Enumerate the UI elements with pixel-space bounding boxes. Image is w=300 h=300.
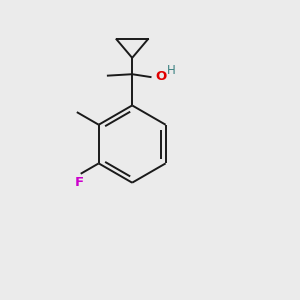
Text: O: O [155, 70, 166, 83]
Text: H: H [167, 64, 176, 77]
Text: F: F [75, 176, 84, 189]
